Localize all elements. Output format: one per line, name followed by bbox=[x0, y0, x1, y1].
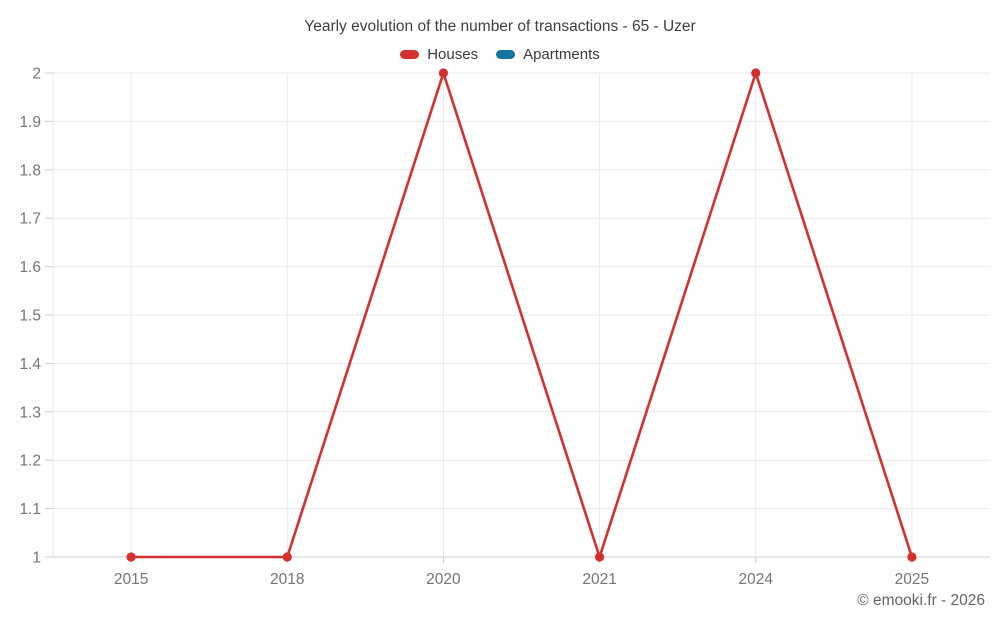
y-axis-tick-label: 1.8 bbox=[19, 162, 41, 179]
y-axis-tick-label: 1.7 bbox=[19, 211, 41, 228]
data-point-houses-2018 bbox=[282, 552, 292, 562]
legend-label-houses: Houses bbox=[427, 46, 479, 63]
y-axis-tick-label: 1.5 bbox=[19, 308, 41, 325]
data-point-houses-2025 bbox=[907, 552, 917, 562]
x-axis-tick-label: 2025 bbox=[895, 571, 929, 588]
y-axis-tick-label: 1.9 bbox=[19, 114, 41, 131]
data-point-houses-2015 bbox=[126, 552, 136, 562]
x-axis-tick-label: 2015 bbox=[114, 571, 148, 588]
y-axis-tick-label: 1.2 bbox=[19, 453, 41, 470]
legend-label-apartments: Apartments bbox=[523, 46, 600, 63]
x-axis-tick-label: 2018 bbox=[270, 571, 304, 588]
y-axis-tick-label: 1 bbox=[32, 550, 41, 567]
y-axis-tick-label: 1.1 bbox=[19, 501, 41, 518]
y-axis-tick-label: 1.3 bbox=[19, 404, 41, 421]
copyright-text: © emooki.fr - 2026 bbox=[857, 592, 985, 609]
apartments-series-swatch bbox=[496, 50, 516, 59]
x-axis-tick-label: 2021 bbox=[582, 571, 616, 588]
houses-series-swatch bbox=[400, 50, 420, 59]
series-line-houses bbox=[129, 71, 914, 559]
data-point-houses-2024 bbox=[751, 68, 761, 78]
x-axis-tick-label: 2020 bbox=[426, 571, 461, 588]
y-axis-tick-label: 1.4 bbox=[19, 356, 41, 373]
chart-title: Yearly evolution of the number of transa… bbox=[304, 18, 696, 35]
legend-item-houses[interactable]: Houses bbox=[400, 46, 478, 63]
legend-item-apartments[interactable]: Apartments bbox=[496, 46, 600, 63]
data-point-houses-2021 bbox=[594, 552, 605, 562]
legend: Houses Apartments bbox=[0, 46, 1000, 63]
x-axis-tick-label: 2024 bbox=[739, 571, 774, 588]
y-axis-tick-label: 1.6 bbox=[19, 259, 41, 276]
y-axis-tick-label: 2 bbox=[32, 66, 41, 83]
data-point-houses-2020 bbox=[438, 68, 449, 78]
